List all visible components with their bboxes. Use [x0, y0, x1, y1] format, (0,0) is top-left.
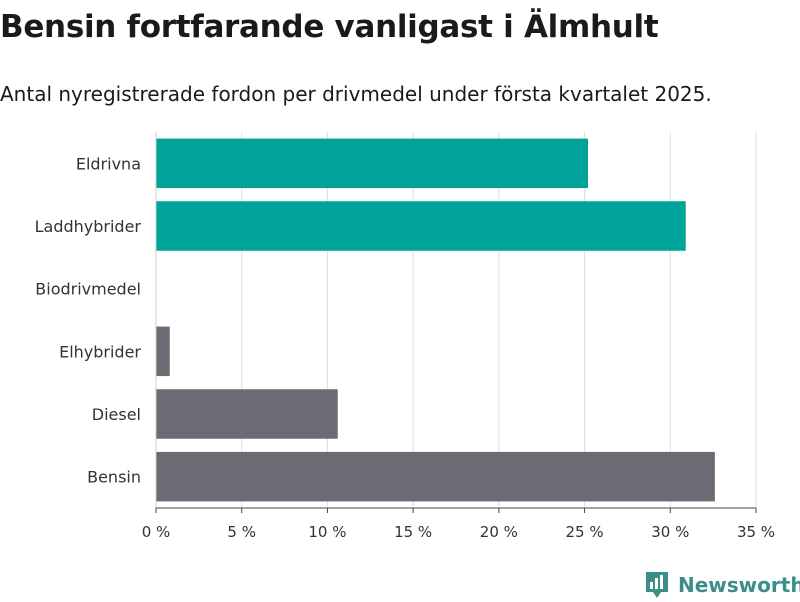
grid-lines [241, 132, 757, 508]
brand-name: Newsworthy [678, 573, 800, 597]
bar-chart: Eldrivna Laddhybrider Biodrivmedel Elhybrid… [35, 132, 775, 541]
bar-diesel [156, 389, 338, 439]
category-label: Bensin [87, 468, 141, 487]
category-label: Elhybrider [59, 342, 141, 361]
category-label: Eldrivna [76, 154, 141, 173]
x-tick-label: 20 % [480, 523, 518, 541]
newsworthy-brand: Newsworthy [644, 568, 800, 602]
x-tick-label: 10 % [308, 523, 346, 541]
x-axis: 0 % 5 % 10 % 15 % 20 % 25 % 30 % 35 % [142, 132, 775, 541]
category-label: Biodrivmedel [35, 280, 141, 299]
bar-laddhybrider [156, 201, 686, 251]
category-label: Laddhybrider [35, 217, 142, 236]
x-tick-label: 30 % [651, 523, 689, 541]
x-tick-label: 15 % [394, 523, 432, 541]
bar-eldrivna [156, 138, 588, 189]
bar-bensin [156, 451, 715, 502]
x-tick-label: 25 % [566, 523, 604, 541]
x-tick-label: 5 % [227, 523, 256, 541]
category-label: Diesel [92, 405, 141, 424]
bar-elhybrider [156, 326, 170, 377]
chart-subtitle: Antal nyregistrerade fordon per drivmede… [0, 82, 712, 106]
bars [156, 138, 715, 502]
chart-title: Bensin fortfarande vanligast i Älmhult [0, 9, 659, 45]
x-tick-label: 35 % [737, 523, 775, 541]
x-tick-label: 0 % [142, 523, 171, 541]
category-labels: Eldrivna Laddhybrider Biodrivmedel Elhybrid… [35, 154, 142, 486]
newsworthy-logo-icon [646, 572, 668, 598]
